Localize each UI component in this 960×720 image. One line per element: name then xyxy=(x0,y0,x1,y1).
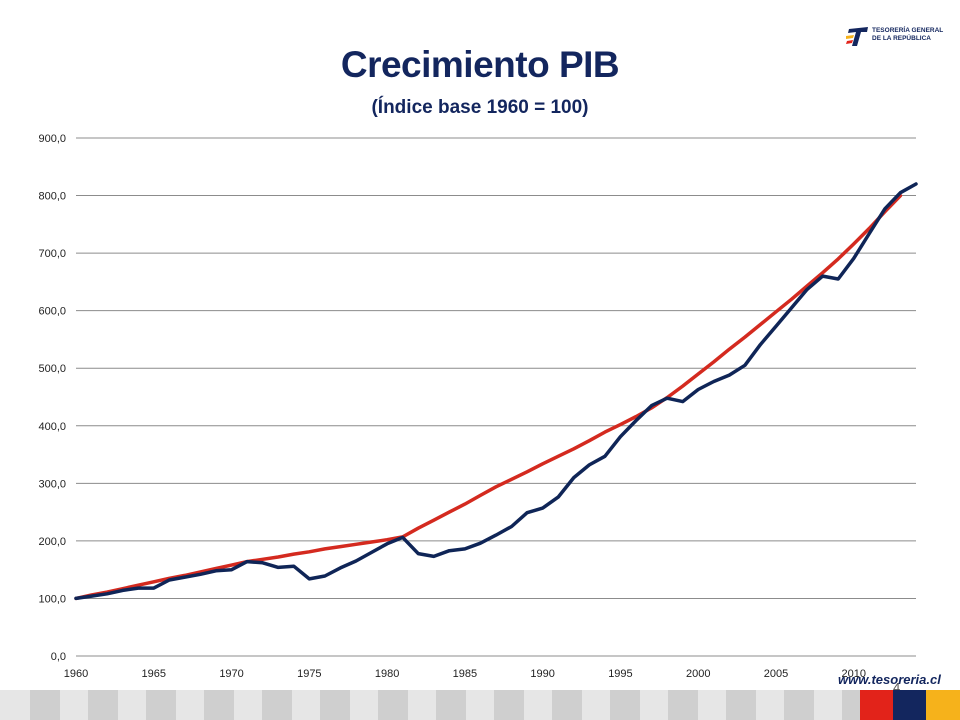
y-tick-label: 400,0 xyxy=(38,421,66,433)
footer-flag-block xyxy=(893,690,926,720)
logo-line-2: DE LA REPÚBLICA xyxy=(872,35,931,42)
footer-block xyxy=(204,690,234,720)
footer-block xyxy=(842,690,860,720)
y-tick-label: 500,0 xyxy=(38,363,66,375)
footer-block xyxy=(320,690,350,720)
x-tick-label: 2010 xyxy=(842,668,866,680)
footer-block xyxy=(436,690,466,720)
footer-block xyxy=(610,690,640,720)
footer-block xyxy=(466,690,494,720)
logo-text: TESORERÍA GENERAL DE LA REPÚBLICA xyxy=(872,27,943,43)
y-tick-label: 300,0 xyxy=(38,478,66,490)
footer-block xyxy=(88,690,118,720)
footer-block xyxy=(668,690,698,720)
footer-block xyxy=(146,690,176,720)
y-tick-label: 100,0 xyxy=(38,593,66,605)
slide-title: Crecimiento PIB xyxy=(340,44,620,85)
footer-block xyxy=(814,690,842,720)
website-url[interactable]: www.tesoreria.cl xyxy=(838,672,941,687)
footer-block xyxy=(378,690,408,720)
footer-block xyxy=(262,690,292,720)
footer-block xyxy=(292,690,320,720)
x-tick-label: 1965 xyxy=(142,668,166,680)
footer-flag-block xyxy=(860,690,893,720)
y-tick-label: 700,0 xyxy=(38,248,66,260)
footer-block xyxy=(582,690,610,720)
series-line-actual xyxy=(74,182,918,601)
y-tick-label: 800,0 xyxy=(38,191,66,203)
footer-block xyxy=(640,690,668,720)
y-tick-label: 900,0 xyxy=(38,133,66,145)
x-tick-label: 1995 xyxy=(608,668,632,680)
x-tick-label: 1960 xyxy=(64,668,88,680)
footer-strip xyxy=(0,690,960,720)
logo-line-1: TESORERÍA GENERAL xyxy=(872,27,944,34)
y-tick-label: 600,0 xyxy=(38,306,66,318)
footer-block xyxy=(784,690,814,720)
y-tick-label: 200,0 xyxy=(38,536,66,548)
x-tick-label: 1975 xyxy=(297,668,321,680)
footer-block xyxy=(408,690,436,720)
slide-subtitle: (Índice base 1960 = 100) xyxy=(371,97,589,118)
footer-block xyxy=(494,690,524,720)
x-tick-label: 1970 xyxy=(219,668,243,680)
footer-block xyxy=(756,690,784,720)
footer-block xyxy=(176,690,204,720)
footer-block xyxy=(524,690,552,720)
footer-block xyxy=(0,690,30,720)
footer-block xyxy=(726,690,756,720)
x-tick-label: 2000 xyxy=(686,668,710,680)
series-line-trend xyxy=(74,193,903,601)
x-tick-label: 2005 xyxy=(764,668,788,680)
footer-block xyxy=(118,690,146,720)
x-tick-label: 1980 xyxy=(375,668,399,680)
footer-block xyxy=(60,690,88,720)
x-tick-label: 1985 xyxy=(453,668,477,680)
footer-flag-block xyxy=(926,690,960,720)
tesoreria-logo-icon xyxy=(846,27,868,46)
tesoreria-logo: TESORERÍA GENERAL DE LA REPÚBLICA xyxy=(846,24,943,50)
footer-block xyxy=(234,690,262,720)
footer-block xyxy=(350,690,378,720)
footer-block xyxy=(30,690,60,720)
footer-block xyxy=(552,690,582,720)
page-number: 4 xyxy=(893,680,901,695)
footer-block xyxy=(698,690,726,720)
y-tick-label: 0,0 xyxy=(51,651,66,663)
x-tick-label: 1990 xyxy=(530,668,554,680)
